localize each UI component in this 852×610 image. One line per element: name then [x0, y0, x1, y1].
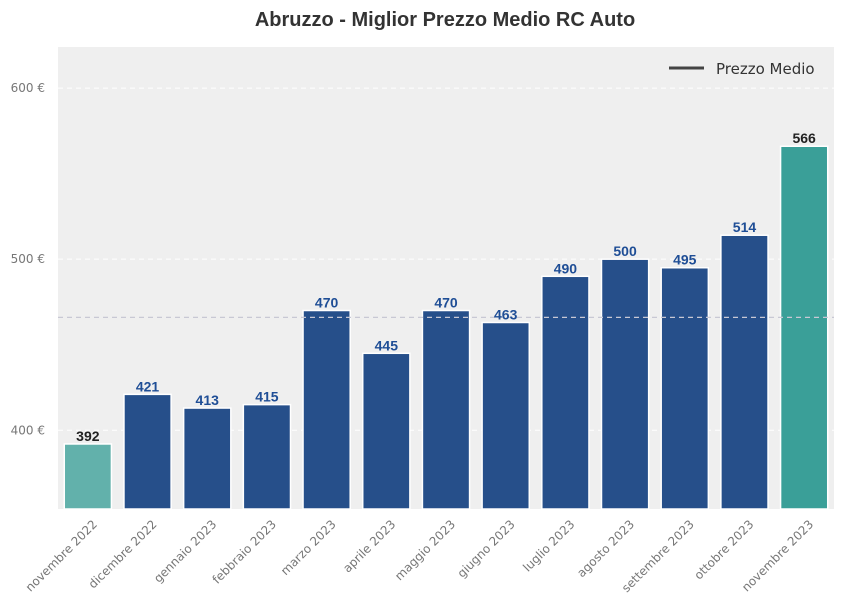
- bar-value-label: 463: [494, 306, 518, 322]
- y-tick-label: 500 €: [11, 252, 45, 266]
- x-tick-label: agosto 2023: [574, 517, 637, 580]
- bar-value-label: 392: [76, 428, 100, 444]
- bar-value-label: 413: [196, 392, 220, 408]
- x-tick-label: ottobre 2023: [691, 517, 756, 582]
- x-tick-label: luglio 2023: [520, 517, 577, 574]
- bar-value-label: 500: [613, 243, 637, 259]
- bar: [481, 321, 531, 510]
- bar: [361, 352, 411, 510]
- y-tick-label: 400 €: [11, 423, 45, 437]
- x-tick-label: aprile 2023: [340, 517, 398, 575]
- data-labels: 392 421 413 415 470 445 470 463 490 500 495 514 566: [76, 130, 816, 444]
- x-tick-label: maggio 2023: [392, 517, 458, 583]
- y-axis-ticks: 400 € 500 € 600 €: [11, 81, 45, 437]
- bar: [660, 266, 710, 510]
- bar: [182, 407, 232, 510]
- bar-value-label: 445: [375, 337, 399, 353]
- bar-value-label: 421: [136, 378, 160, 394]
- y-tick-label: 600 €: [11, 81, 45, 95]
- bar-value-label: 514: [733, 219, 757, 235]
- bar: [421, 309, 471, 510]
- bar: [779, 145, 829, 510]
- legend: Prezzo Medio: [669, 60, 815, 78]
- chart-title: Abruzzo - Miglior Prezzo Medio RC Auto: [255, 9, 635, 31]
- bars: [63, 145, 829, 510]
- bar: [302, 309, 351, 510]
- x-tick-label: febbraio 2023: [210, 517, 279, 586]
- legend-label: Prezzo Medio: [716, 60, 815, 78]
- bar-value-label: 470: [315, 295, 339, 311]
- bar-value-label: 566: [792, 130, 816, 146]
- bar-value-label: 415: [255, 389, 279, 405]
- bar-value-label: 470: [434, 295, 458, 311]
- bar: [541, 275, 590, 510]
- x-tick-label: gennaio 2023: [151, 517, 219, 585]
- x-tick-label: giugno 2023: [455, 517, 518, 580]
- bar: [242, 403, 292, 510]
- bar-value-label: 490: [554, 260, 578, 276]
- bar: [123, 393, 172, 510]
- bar: [600, 258, 650, 510]
- bar-value-label: 495: [673, 252, 697, 268]
- bar: [720, 234, 769, 510]
- bar: [63, 443, 113, 510]
- x-tick-label: marzo 2023: [278, 517, 339, 578]
